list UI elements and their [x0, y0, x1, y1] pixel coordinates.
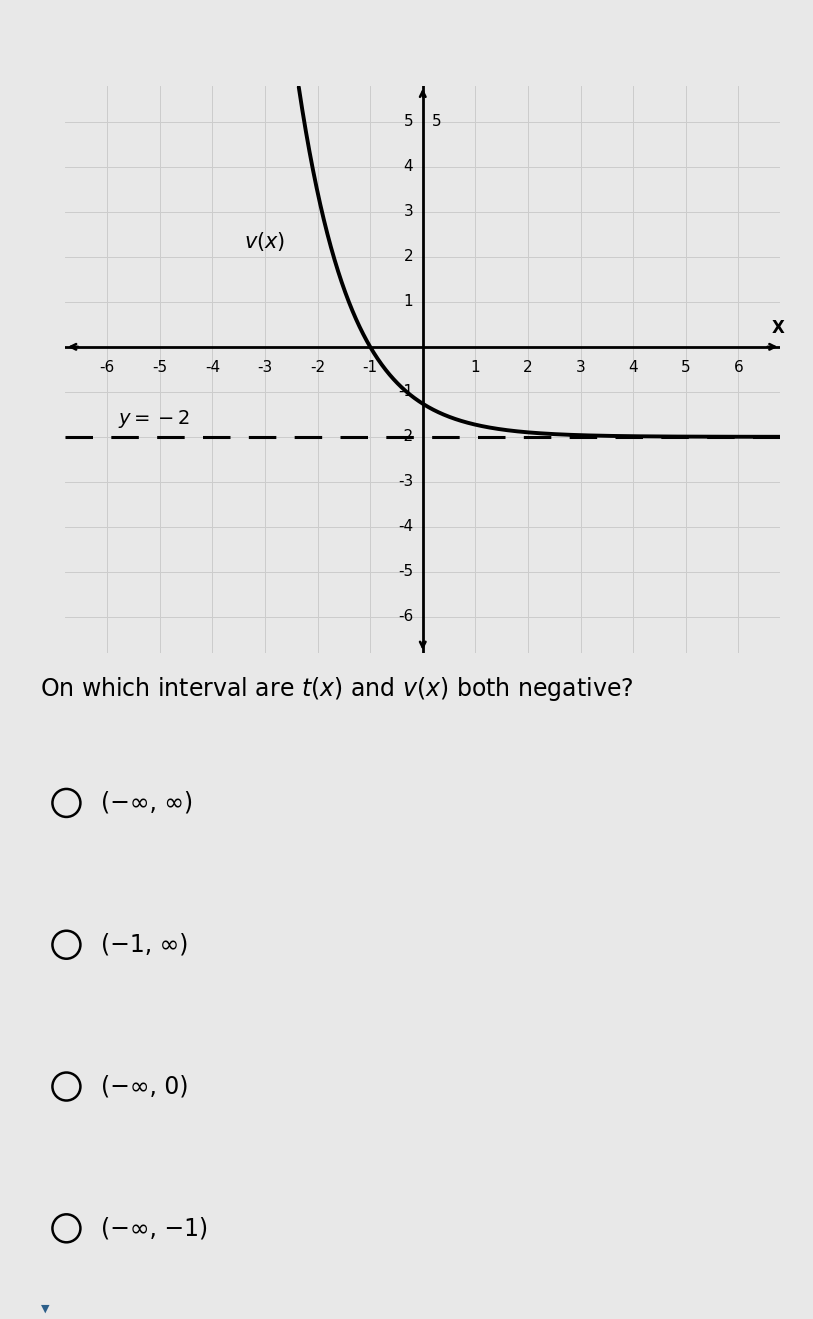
Text: -6: -6	[99, 360, 115, 376]
Text: -1: -1	[398, 384, 413, 400]
Text: On which interval are $\mathit{t}(\mathit{x})$ and $\mathit{v}(\mathit{x})$ both: On which interval are $\mathit{t}(\mathi…	[40, 675, 634, 703]
Text: -4: -4	[398, 520, 413, 534]
Text: 5: 5	[681, 360, 690, 376]
Text: 3: 3	[403, 204, 413, 219]
Text: X: X	[772, 319, 785, 336]
Text: (−∞, ∞): (−∞, ∞)	[101, 791, 193, 815]
Text: -6: -6	[398, 609, 413, 624]
Text: 2: 2	[404, 249, 413, 264]
Text: 3: 3	[576, 360, 585, 376]
Text: 1: 1	[404, 294, 413, 309]
Text: (−∞, 0): (−∞, 0)	[101, 1075, 189, 1099]
Text: $\mathit{y}=-2$: $\mathit{y}=-2$	[118, 409, 190, 430]
Text: 5: 5	[433, 115, 441, 129]
Text: -5: -5	[398, 565, 413, 579]
Text: -2: -2	[398, 430, 413, 445]
Text: -4: -4	[205, 360, 220, 376]
Text: 4: 4	[404, 160, 413, 174]
Text: 6: 6	[733, 360, 743, 376]
Text: (−1, ∞): (−1, ∞)	[101, 933, 188, 956]
Text: 4: 4	[628, 360, 638, 376]
Text: 1: 1	[471, 360, 480, 376]
Text: 2: 2	[523, 360, 533, 376]
Text: -3: -3	[398, 475, 413, 489]
Text: 5: 5	[404, 115, 413, 129]
Text: -5: -5	[152, 360, 167, 376]
Text: (−∞, −1): (−∞, −1)	[101, 1216, 208, 1240]
Text: -1: -1	[363, 360, 378, 376]
Text: $\mathit{v}(\mathit{x})$: $\mathit{v}(\mathit{x})$	[244, 230, 285, 253]
Text: -3: -3	[258, 360, 272, 376]
Text: -2: -2	[310, 360, 325, 376]
Text: ▼: ▼	[41, 1304, 49, 1314]
